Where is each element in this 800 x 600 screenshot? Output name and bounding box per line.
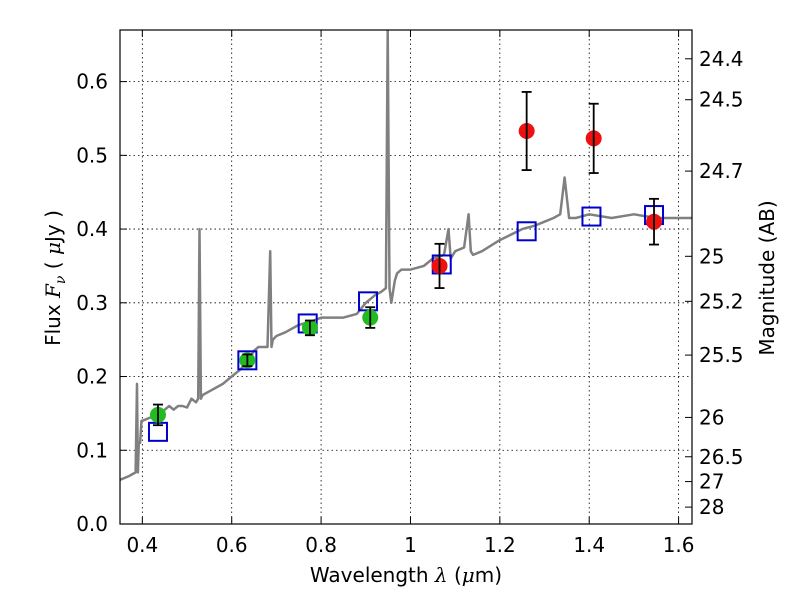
right-tick-label: 25.5 <box>699 343 744 367</box>
model-square-marker <box>516 221 537 242</box>
x-tick-label: 1 <box>404 533 417 557</box>
right-tick-label: 24.5 <box>699 88 744 112</box>
right-tick-label: 27 <box>699 470 724 494</box>
y-tick-label: 0.1 <box>76 438 108 462</box>
plot-frame <box>119 29 693 525</box>
right-tick-label: 26 <box>699 405 724 429</box>
x-tick-label: 0.8 <box>305 533 337 557</box>
right-tick-label: 28 <box>699 495 724 519</box>
axis-ticks <box>120 30 692 525</box>
model-square-marker <box>581 206 602 227</box>
x-axis-label: Wavelength λ (μm) <box>310 563 502 587</box>
right-tick-label: 24.4 <box>699 47 744 71</box>
x-tick-label: 0.6 <box>216 533 248 557</box>
y-tick-label: 0.3 <box>76 291 108 315</box>
y-tick-label: 0.5 <box>76 143 108 167</box>
model-square-marker <box>237 350 258 371</box>
y-tick-label: 0.0 <box>76 512 108 536</box>
x-tick-label: 1.4 <box>573 533 605 557</box>
y-axis-label: Flux Fν ( μJy ) <box>41 210 69 346</box>
right-tick-label: 25.2 <box>699 289 744 313</box>
error-bars <box>152 91 660 427</box>
right-tick-label: 26.5 <box>699 445 744 469</box>
x-tick-label: 1.2 <box>484 533 516 557</box>
right-axis-label: Magnitude (AB) <box>755 200 779 355</box>
right-tick-label: 25 <box>699 244 724 268</box>
right-tick-label: 24.7 <box>699 159 744 183</box>
spectrum-series <box>120 30 692 481</box>
y-tick-label: 0.6 <box>76 70 108 94</box>
x-tick-label: 1.6 <box>663 533 695 557</box>
tick-labels: 0.4 0.6 0.8 1 1.2 1.4 1.6 0.0 0.1 0.2 0.3 0.4 0.5 0.6… <box>76 47 743 557</box>
grid-lines <box>120 30 692 525</box>
y-tick-label: 0.2 <box>76 365 108 389</box>
x-tick-label: 0.4 <box>126 533 158 557</box>
data-markers <box>147 123 665 442</box>
spectrum-line <box>120 30 692 481</box>
y-tick-label: 0.4 <box>76 217 108 241</box>
